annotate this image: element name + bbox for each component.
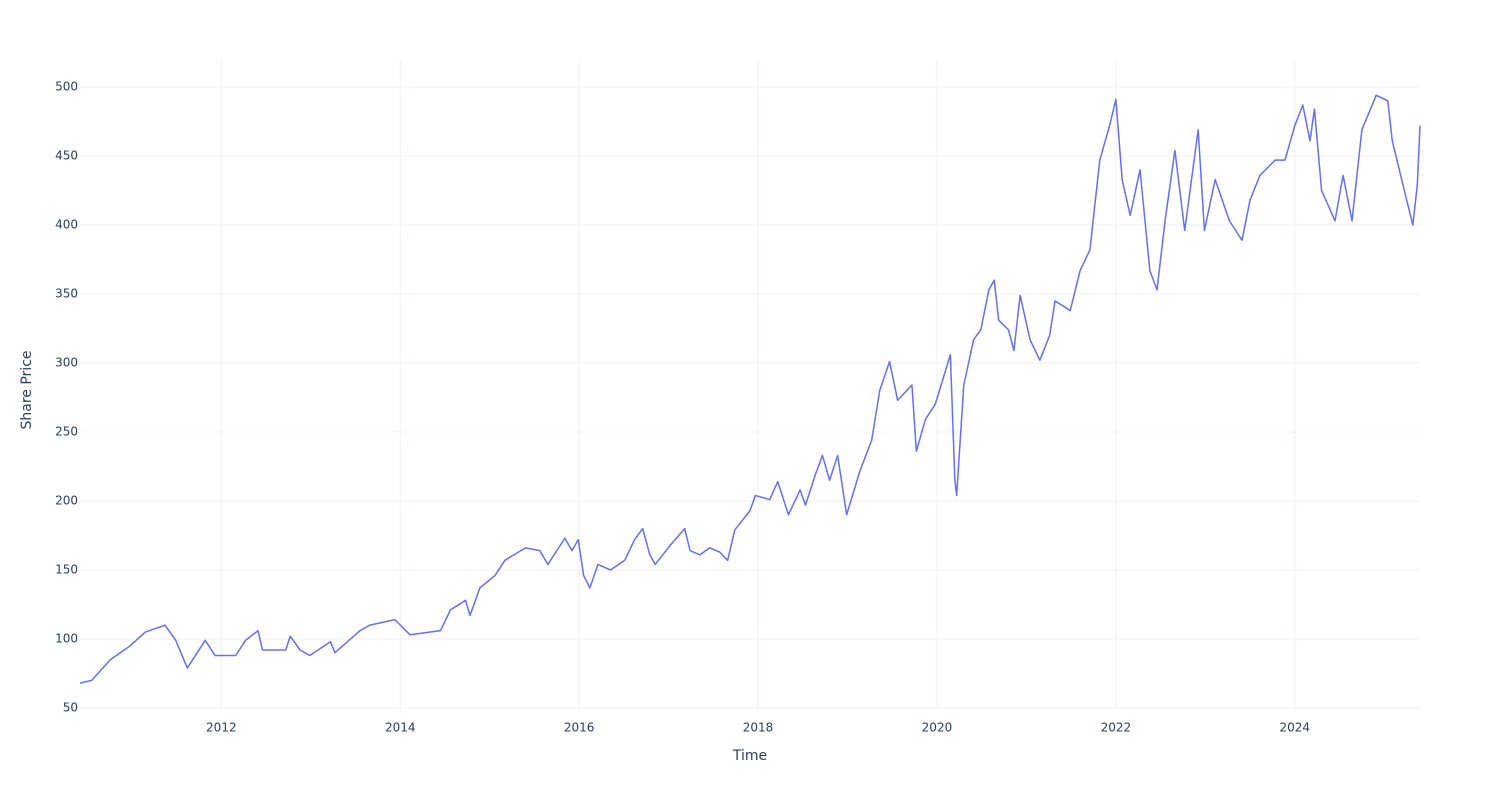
y-tick-label: 150 xyxy=(55,562,78,576)
y-tick-label: 350 xyxy=(55,287,78,301)
y-tick-label: 500 xyxy=(55,80,78,94)
y-tick-label: 100 xyxy=(55,631,78,645)
x-tick-label: 2014 xyxy=(385,721,416,735)
x-tick-label: 2024 xyxy=(1279,721,1310,735)
y-tick-label: 400 xyxy=(55,218,78,232)
x-axis-title: Time xyxy=(732,748,767,764)
x-tick-label: 2012 xyxy=(206,721,237,735)
y-tick-label: 250 xyxy=(55,424,78,438)
x-tick-label: 2016 xyxy=(564,721,595,735)
y-tick-label: 200 xyxy=(55,493,78,507)
y-tick-label: 50 xyxy=(63,700,78,714)
x-tick-label: 2022 xyxy=(1101,721,1132,735)
x-tick-label: 2020 xyxy=(922,721,953,735)
price-line xyxy=(79,94,1421,684)
y-axis-title: Share Price xyxy=(19,350,35,429)
y-tick-label: 450 xyxy=(55,149,78,163)
y-tick-label: 300 xyxy=(55,355,78,369)
x-tick-label: 2018 xyxy=(743,721,774,735)
